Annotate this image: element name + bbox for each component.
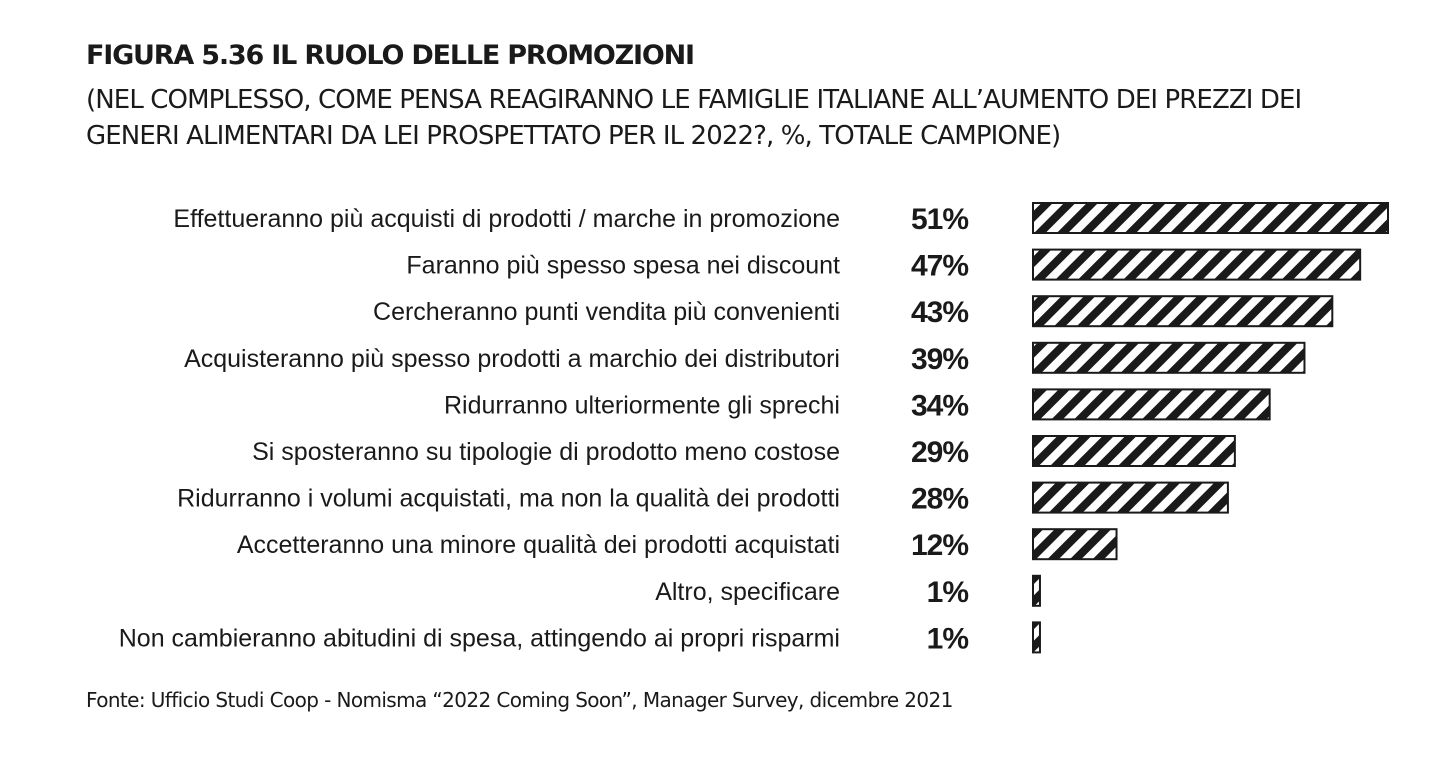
category-label: Accetteranno una minore qualità dei prod…: [237, 531, 840, 559]
bar: [1032, 528, 1118, 561]
source-note: Fonte: Ufficio Studi Coop - Nomisma “202…: [86, 688, 953, 712]
category-label: Faranno più spesso spesa nei discount: [406, 252, 840, 280]
bar: [1032, 248, 1362, 281]
value-label: 1%: [927, 576, 969, 609]
chart-title: FIGURA 5.36 IL RUOLO DELLE PROMOZIONI: [86, 40, 695, 71]
value-label: 34%: [911, 389, 968, 422]
bar: [1032, 295, 1334, 328]
chart-subtitle: (NEL COMPLESSO, COME PENSA REAGIRANNO LE…: [86, 85, 1302, 151]
value-label: 28%: [911, 483, 968, 516]
bar: [1032, 341, 1306, 374]
category-label: Si sposteranno su tipologie di prodotto …: [252, 438, 840, 466]
value-label: 51%: [911, 203, 968, 236]
category-label: Ridurranno ulteriormente gli sprechi: [444, 391, 840, 419]
category-label: Acquisteranno più spesso prodotti a marc…: [184, 345, 840, 373]
value-label: 47%: [911, 250, 968, 283]
bar: [1032, 435, 1236, 467]
bar: [1032, 481, 1229, 514]
value-label: 1%: [927, 622, 969, 655]
bar: [1032, 202, 1389, 234]
value-label: 12%: [911, 529, 968, 562]
category-label: Cercheranno punti vendita più convenient…: [373, 298, 840, 326]
category-label: Effettueranno più acquisti di prodotti /…: [173, 205, 840, 233]
category-label: Non cambieranno abitudini di spesa, atti…: [119, 624, 840, 652]
value-label: 39%: [911, 343, 968, 376]
bar-chart: Effettueranno più acquisti di prodotti /…: [119, 202, 1389, 655]
value-label: 29%: [911, 436, 968, 469]
category-label: Ridurranno i volumi acquistati, ma non l…: [177, 485, 840, 513]
value-label: 43%: [911, 296, 968, 329]
bar: [1032, 621, 1041, 654]
bar: [1032, 388, 1271, 421]
bar: [1032, 574, 1041, 607]
category-label: Altro, specificare: [655, 578, 840, 606]
